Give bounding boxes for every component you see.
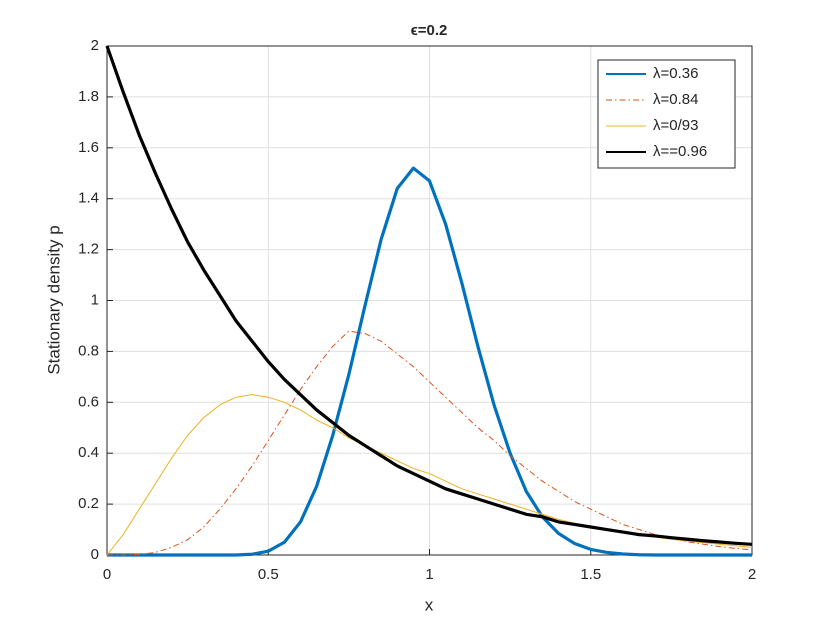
x-tick-label: 1.5 <box>580 566 601 583</box>
series-line <box>105 45 753 546</box>
x-tick-label: 1 <box>425 566 433 583</box>
x-tick-label: 0.5 <box>258 566 279 583</box>
y-tick-label: 0.6 <box>78 393 99 410</box>
legend-label: λ==0.96 <box>653 143 707 160</box>
chart-title: ϵ=0.2 <box>411 22 448 39</box>
y-tick-label: 1 <box>91 291 99 308</box>
x-tick-label: 0 <box>103 566 111 583</box>
series-line <box>107 166 752 557</box>
x-axis-label: x <box>425 595 434 614</box>
y-axis-label: Stationary density p <box>44 225 63 374</box>
y-tick-label: 0.4 <box>78 444 99 461</box>
axes-box <box>106 45 753 556</box>
legend-label: λ=0/93 <box>653 117 698 134</box>
y-tick-label: 2 <box>91 37 99 54</box>
legend-box <box>597 59 736 169</box>
y-tick-label: 1.2 <box>78 241 99 258</box>
series-line <box>107 330 753 556</box>
y-tick-label: 0.2 <box>78 495 99 512</box>
y-tick-label: 1.4 <box>78 190 99 207</box>
x-tick-label: 2 <box>748 566 756 583</box>
legend-label: λ=0.36 <box>653 65 698 82</box>
y-tick-label: 0.8 <box>78 342 99 359</box>
y-tick-label: 1.6 <box>78 139 99 156</box>
y-tick-label: 1.8 <box>78 88 99 105</box>
y-tick-label: 0 <box>91 546 99 563</box>
legend-label: λ=0.84 <box>653 91 698 108</box>
